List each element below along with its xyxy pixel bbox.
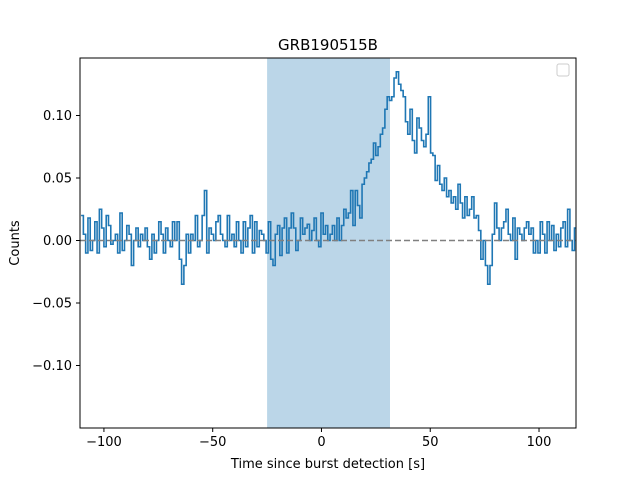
y-tick-label: 0.05 bbox=[43, 172, 72, 187]
legend-box bbox=[556, 63, 570, 77]
axis-ticks: −100 −50 0 50 100 −0.10 −0.05 0.00 0.05 0.10 bbox=[32, 109, 551, 450]
x-tick-label: −50 bbox=[199, 435, 226, 450]
y-axis-title: Counts bbox=[8, 220, 23, 266]
x-tick-label: 0 bbox=[317, 435, 325, 450]
chart-title: GRB190515B bbox=[278, 36, 378, 54]
x-tick-label: −100 bbox=[86, 435, 122, 450]
highlight-span bbox=[267, 58, 390, 428]
axes-frame bbox=[79, 57, 577, 429]
x-tick-label: 50 bbox=[422, 435, 439, 450]
y-tick-label: −0.10 bbox=[32, 359, 72, 374]
y-tick-label: 0.00 bbox=[43, 234, 72, 249]
y-tick-label: 0.10 bbox=[43, 109, 72, 124]
plot-area bbox=[79, 57, 577, 429]
y-tick-label: −0.05 bbox=[32, 297, 72, 312]
series-line bbox=[81, 70, 576, 286]
x-tick-label: 100 bbox=[527, 435, 552, 450]
x-axis-title: Time since burst detection [s] bbox=[230, 457, 425, 472]
